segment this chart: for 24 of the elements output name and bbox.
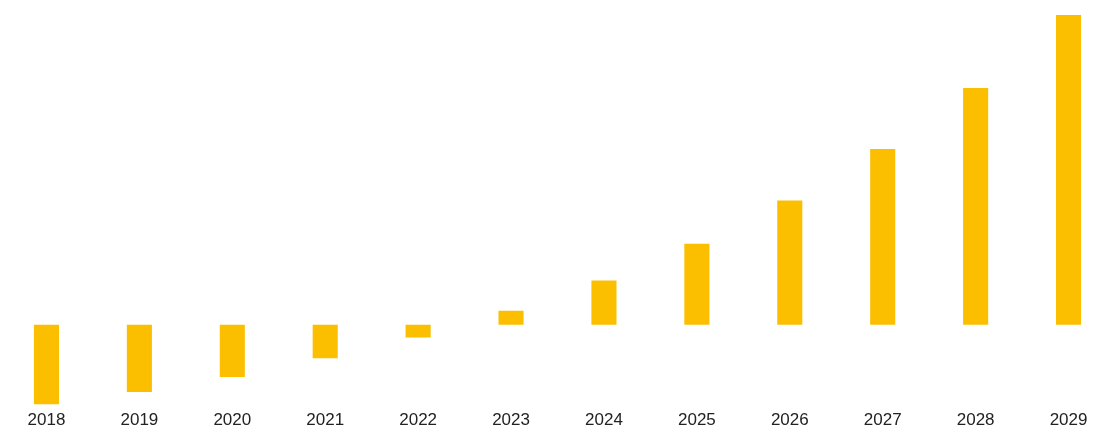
x-tick-label: 2029 <box>1049 410 1088 430</box>
x-tick-label: 2024 <box>585 410 623 430</box>
x-tick-label: 2019 <box>120 410 159 430</box>
x-tick-label: 2025 <box>677 410 716 430</box>
bar <box>312 324 338 359</box>
bar <box>33 324 59 405</box>
x-tick-label: 2021 <box>306 410 345 430</box>
bar <box>684 243 710 325</box>
x-tick-label: 2026 <box>770 410 809 430</box>
bar <box>963 88 989 325</box>
x-tick-label: 2023 <box>492 410 530 430</box>
bar <box>219 324 245 378</box>
bar <box>126 324 152 392</box>
x-tick-label: 2018 <box>27 410 66 430</box>
bar <box>870 149 896 325</box>
x-tick-label: 2027 <box>863 410 902 430</box>
bar <box>1056 15 1082 325</box>
bar <box>405 324 431 338</box>
x-tick-label: 2020 <box>213 410 252 430</box>
x-tick-label: 2022 <box>399 410 438 430</box>
bar <box>498 310 524 325</box>
bar <box>591 280 617 325</box>
bar <box>777 200 803 325</box>
x-tick-label: 2028 <box>956 410 995 430</box>
